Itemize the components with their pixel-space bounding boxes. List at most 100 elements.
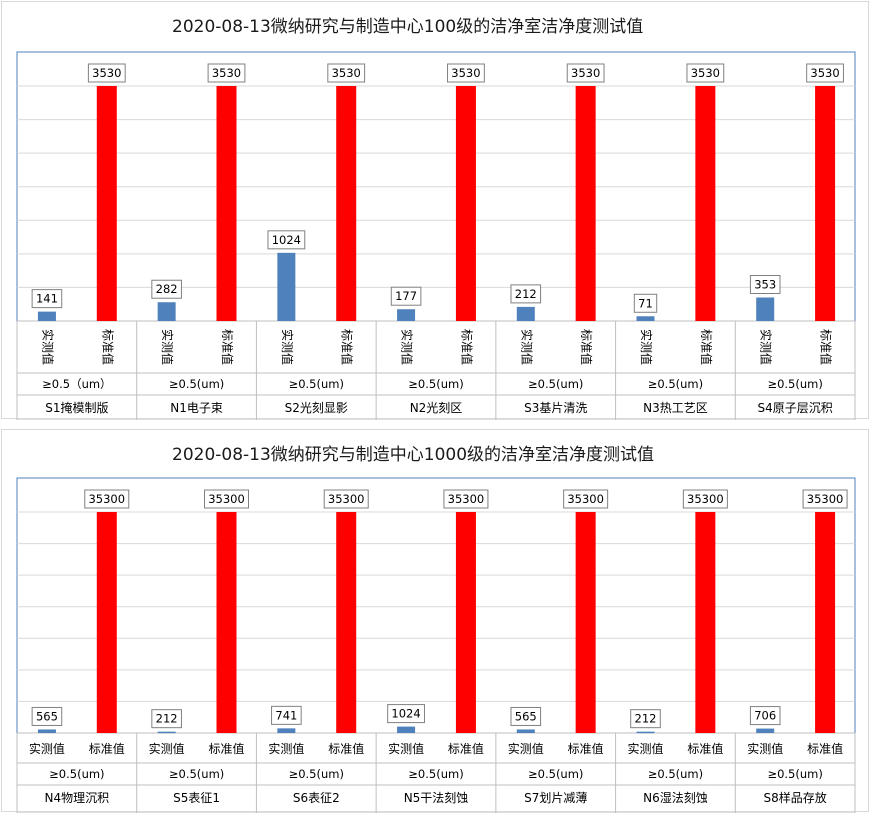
chart-100-svg: 141 实测值 3530 标准值 ≥0.5（um） S1掩模制版 282 实测值 3530 标准值… [16, 51, 856, 420]
data-label-box [271, 705, 302, 725]
particle-size-label: ≥0.5(um) [289, 767, 344, 781]
series-label: 实测值 [280, 329, 295, 365]
measured-bar [516, 729, 535, 733]
standard-bar [575, 86, 596, 321]
chart-panel-100: 2020-08-13微纳研究与制造中心100级的洁净室洁净度测试值 141 实测值… [1, 1, 869, 420]
data-label: 565 [515, 709, 537, 723]
data-label-box [31, 706, 63, 726]
plot-area [16, 477, 856, 734]
particle-size-label: ≥0.5(um) [169, 377, 224, 391]
data-label: 3530 [92, 66, 121, 80]
measured-bar [157, 731, 176, 734]
data-label-box [327, 63, 366, 83]
chart-title: 2020-08-13微纳研究与制造中心1000级的洁净室洁净度测试值 [172, 445, 655, 465]
data-label: 1024 [272, 233, 301, 247]
particle-size-label: ≥0.5（um） [42, 377, 111, 391]
data-label-box [387, 704, 425, 724]
chart-panel-1000: 2020-08-13微纳研究与制造中心1000级的洁净室洁净度测试值 565 实测… [1, 429, 869, 813]
data-label-box [207, 63, 246, 83]
standard-bar [216, 512, 237, 733]
data-label: 35300 [88, 492, 125, 506]
series-label: 标准值 [687, 741, 723, 756]
data-label-box [566, 63, 605, 83]
data-label: 3530 [451, 66, 480, 80]
measured-bar [516, 306, 535, 321]
standard-bar [815, 512, 836, 733]
series-label: 标准值 [699, 329, 714, 365]
series-label: 实测值 [759, 329, 774, 365]
data-label-box [806, 63, 844, 83]
standard-bar [455, 512, 476, 733]
series-label: 标准值 [579, 329, 594, 365]
chart-title: 2020-08-13微纳研究与制造中心100级的洁净室洁净度测试值 [172, 17, 644, 37]
standard-bar [336, 86, 357, 321]
series-label: 实测值 [388, 741, 424, 756]
series-label: 实测值 [508, 741, 544, 756]
data-label: 741 [275, 708, 297, 722]
data-label-box [563, 489, 609, 509]
series-label: 标准值 [819, 329, 834, 365]
series-label: 标准值 [100, 329, 115, 365]
series-label: 标准值 [568, 741, 604, 756]
series-label: 标准值 [807, 741, 843, 756]
category-label: S1掩模制版 [45, 401, 108, 415]
series-label: 实测值 [627, 741, 663, 756]
standard-bar [336, 512, 357, 733]
data-label-box [267, 230, 306, 250]
particle-size-label: ≥0.5(um) [49, 767, 104, 781]
standard-bar [695, 512, 716, 733]
category-label: S6表征2 [293, 791, 340, 805]
data-label-box [443, 489, 489, 509]
particle-size-label: ≥0.5(um) [289, 377, 344, 391]
series-label: 实测值 [268, 741, 304, 756]
series-label: 实测值 [400, 329, 415, 365]
measured-bar [37, 729, 56, 733]
data-label-box [630, 709, 661, 729]
series-label: 标准值 [328, 741, 364, 756]
measured-bar [277, 252, 296, 321]
data-label-box [633, 293, 658, 313]
particle-size-label: ≥0.5(um) [767, 767, 822, 781]
data-label-box [84, 489, 130, 509]
series-label: 实测值 [29, 741, 65, 756]
data-label: 3530 [691, 66, 720, 80]
standard-bar [455, 86, 476, 321]
standard-bar [575, 512, 596, 733]
data-label: 282 [156, 282, 178, 296]
data-label-box [682, 489, 728, 509]
data-label: 353 [754, 278, 776, 292]
data-label-box [802, 489, 848, 509]
data-label: 706 [754, 709, 776, 723]
particle-size-label: ≥0.5(um) [648, 767, 703, 781]
particle-size-label: ≥0.5(um) [528, 767, 583, 781]
series-label: 实测值 [40, 329, 55, 365]
category-label: N5干法刻蚀 [404, 791, 469, 805]
category-label: N3热工艺区 [643, 401, 708, 415]
data-label-box [749, 706, 781, 726]
measured-bar [157, 302, 176, 321]
data-label-box [31, 289, 63, 309]
particle-size-label: ≥0.5(um) [528, 377, 583, 391]
particle-size-label: ≥0.5(um) [408, 377, 463, 391]
data-label-box [87, 63, 126, 83]
series-label: 实测值 [519, 329, 534, 365]
data-label: 35300 [208, 492, 245, 506]
data-label-box [151, 279, 182, 299]
measured-bar [397, 309, 416, 321]
data-label-box [749, 275, 781, 294]
standard-bar [695, 86, 716, 321]
measured-bar [636, 731, 655, 734]
particle-size-label: ≥0.5(um) [648, 377, 703, 391]
data-label: 565 [36, 709, 58, 723]
data-label-box [686, 63, 725, 83]
data-label: 35300 [328, 492, 365, 506]
data-label: 212 [515, 287, 537, 301]
data-label: 141 [36, 292, 58, 306]
data-label: 35300 [567, 492, 604, 506]
data-label: 177 [395, 289, 417, 303]
series-label: 标准值 [448, 741, 484, 756]
category-label: S8样品存放 [764, 790, 827, 805]
data-label: 3530 [332, 66, 361, 80]
series-label: 标准值 [208, 741, 244, 756]
measured-bar [37, 311, 56, 321]
